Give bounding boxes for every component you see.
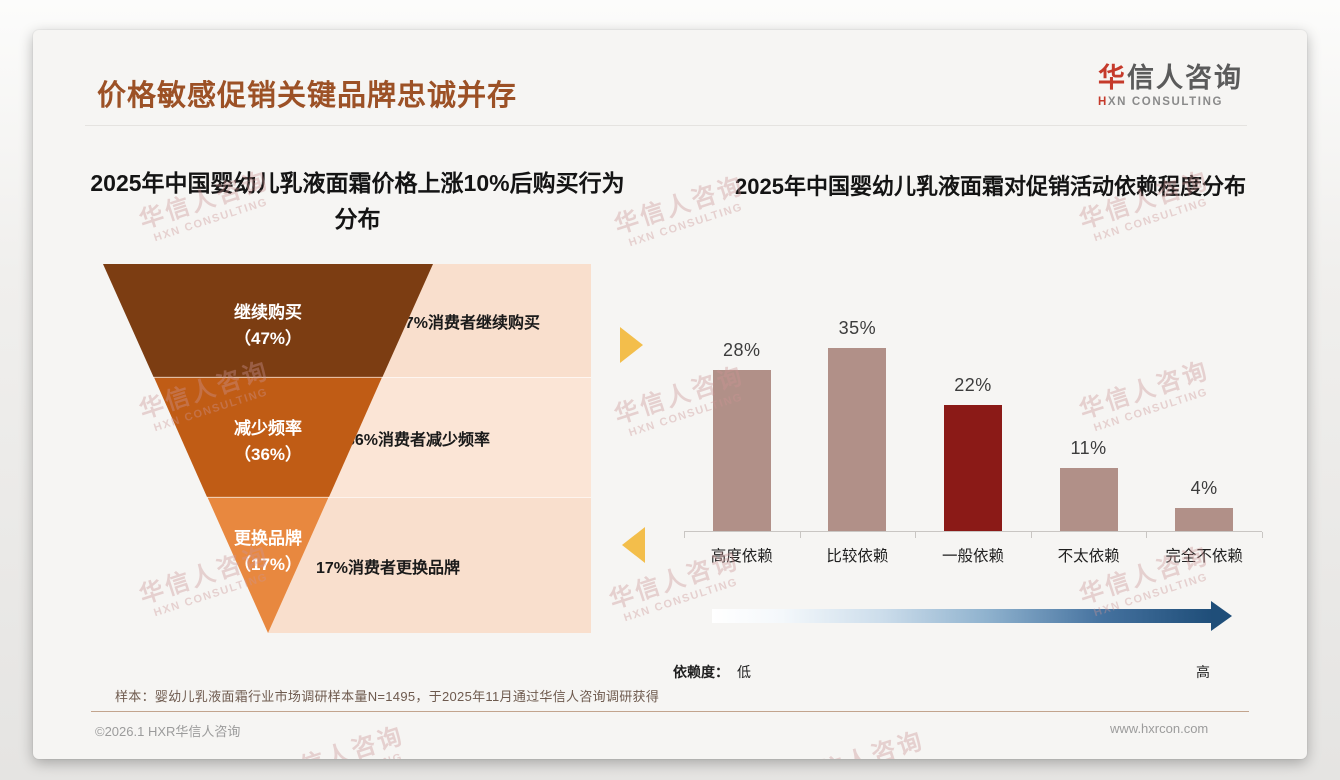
funnel-chart: 继续购买 （47%） 减少频率 （36%） 更换品牌 （17%） xyxy=(103,264,433,633)
bar-value-label: 35% xyxy=(838,318,877,338)
funnel-chart-title: 2025年中国婴幼儿乳液面霜价格上涨10%后购买行为 分布 xyxy=(90,170,625,232)
category-label: 高度依赖 xyxy=(710,548,773,565)
category-label: 比较依赖 xyxy=(826,548,889,565)
category-label: 一般依赖 xyxy=(941,548,1004,565)
bar xyxy=(712,370,771,531)
x-axis xyxy=(684,531,1263,538)
arrow-left-icon xyxy=(622,527,645,563)
page-title: 价格敏感促销关键品牌忠诚并存 xyxy=(97,80,518,112)
bar-value-label: 4% xyxy=(1190,478,1218,498)
dependency-arrowhead-icon xyxy=(1211,601,1232,631)
axis-tick xyxy=(1030,532,1032,538)
bar-value-label: 28% xyxy=(723,340,761,360)
bar xyxy=(1175,508,1234,531)
axis-tick xyxy=(799,532,801,538)
axis-tick xyxy=(684,532,685,538)
funnel-segment-continue xyxy=(103,264,433,377)
category-label: 不太依赖 xyxy=(1057,548,1120,565)
company-logo: 华信人咨询 HXN CONSULTING xyxy=(1098,56,1243,108)
annotation-row: 17%消费者更换品牌 xyxy=(268,497,591,633)
bar-slot: 28% xyxy=(684,318,800,531)
bar-slot: 22% xyxy=(915,318,1031,531)
bar-slot: 4% xyxy=(1146,318,1262,531)
axis-tick xyxy=(1146,532,1148,538)
bar-value-label: 22% xyxy=(954,374,992,395)
bar xyxy=(828,348,887,531)
sample-footnote: 样本：婴幼儿乳液面霜行业市场调研样本量N=1495，于2025年11月通过华信人… xyxy=(115,689,660,704)
dependency-low-label: 低 xyxy=(737,664,751,680)
axis-tick xyxy=(915,532,917,538)
bar xyxy=(1059,467,1118,531)
logo-en-text: HXN CONSULTING xyxy=(1098,96,1224,108)
axis-tick xyxy=(1262,532,1263,538)
website-text: www.hxrcon.com xyxy=(1110,721,1209,736)
bar-slot: 11% xyxy=(1031,318,1147,531)
bar-value-label: 11% xyxy=(1070,437,1107,458)
bar-chart-plot: 28% 35% 22% 11% 4% xyxy=(684,318,1262,531)
arrow-right-icon xyxy=(620,327,643,363)
dependency-high-label: 高 xyxy=(1196,664,1210,680)
copyright-text: ©2026.1 HXR华信人咨询 xyxy=(95,724,241,739)
title-divider xyxy=(85,125,1247,126)
funnel-label: 继续购买 （47%） xyxy=(233,303,303,349)
bar-chart-title: 2025年中国婴幼儿乳液面霜对促销活动依赖程度分布 xyxy=(735,174,1246,199)
bar-slot: 35% xyxy=(800,318,916,531)
dependency-gradient-bar xyxy=(712,609,1212,623)
dependency-axis-label: 依赖度： xyxy=(673,664,729,680)
footer-divider xyxy=(91,711,1249,712)
funnel-label: 减少频率 （36%） xyxy=(233,419,303,465)
category-label: 完全不依赖 xyxy=(1165,548,1243,565)
logo-cn-text: 华信人咨询 xyxy=(1098,63,1243,93)
x-axis-labels: 高度依赖 比较依赖 一般依赖 不太依赖 完全不依赖 xyxy=(684,544,1262,566)
bar xyxy=(943,404,1002,531)
funnel-label: 更换品牌 （17%） xyxy=(233,529,303,575)
slide-card: 价格敏感促销关键品牌忠诚并存 华信人咨询 HXN CONSULTING 2025… xyxy=(33,30,1307,759)
